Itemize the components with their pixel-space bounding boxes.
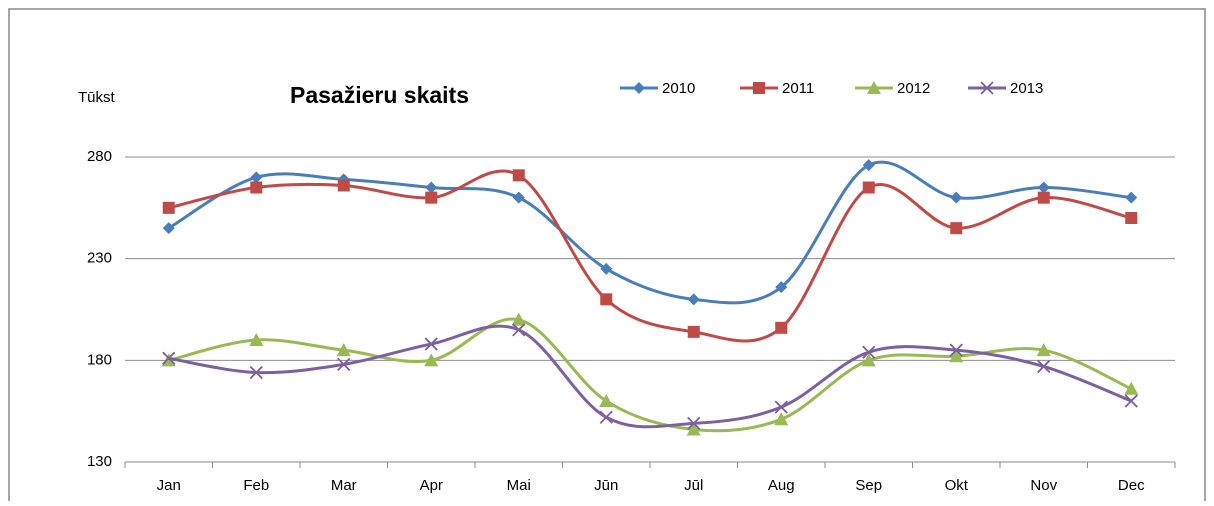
marker [753, 82, 765, 94]
marker [1037, 359, 1051, 374]
y-tick-label: 280 [87, 148, 112, 165]
marker [687, 293, 700, 306]
marker [162, 201, 175, 214]
marker [862, 181, 875, 194]
y-axis-label: Tūkst [78, 89, 116, 106]
marker [337, 179, 350, 192]
marker [249, 365, 263, 380]
x-tick-label: Mar [331, 477, 357, 494]
marker [336, 343, 351, 357]
marker [250, 181, 263, 194]
marker [686, 422, 701, 436]
y-tick-label: 230 [87, 250, 112, 267]
marker [775, 321, 788, 334]
marker [249, 333, 264, 346]
marker [861, 353, 876, 367]
marker [600, 262, 613, 275]
x-tick-label: Mai [507, 477, 531, 494]
marker [862, 159, 875, 172]
x-tick-label: Jan [157, 477, 181, 494]
marker [250, 171, 263, 184]
marker [425, 191, 438, 204]
marker [1124, 381, 1139, 395]
marker [512, 169, 525, 182]
marker [424, 353, 439, 367]
series-line [168, 324, 1132, 429]
marker [774, 400, 788, 414]
marker [1125, 191, 1138, 204]
marker [950, 222, 963, 235]
x-tick-label: Sep [855, 477, 882, 494]
marker [633, 82, 645, 94]
legend-label: 2011 [782, 80, 814, 97]
legend-label: 2010 [662, 80, 695, 97]
legend-label: 2012 [897, 80, 930, 97]
marker [512, 323, 526, 337]
marker [1124, 394, 1138, 408]
marker [949, 343, 963, 357]
marker [599, 394, 614, 407]
marker [1037, 181, 1050, 194]
chart-title: Pasažieru skaits [290, 82, 469, 108]
x-tick-label: Jūl [684, 477, 703, 494]
x-tick-label: Okt [945, 477, 969, 494]
x-tick-label: Jūn [594, 477, 618, 494]
marker [161, 353, 176, 367]
marker [862, 345, 876, 359]
marker [599, 410, 613, 424]
marker [511, 312, 526, 326]
marker [950, 191, 963, 204]
marker [867, 81, 881, 94]
y-tick-label: 180 [87, 351, 112, 368]
marker [337, 357, 351, 372]
marker [1125, 212, 1138, 224]
x-tick-label: Nov [1030, 477, 1057, 494]
marker [1037, 191, 1050, 204]
series-line [168, 317, 1132, 433]
marker [1036, 343, 1051, 357]
marker [980, 81, 994, 95]
marker [949, 349, 964, 363]
marker [774, 412, 789, 426]
marker [162, 351, 176, 365]
marker [687, 416, 701, 431]
marker [162, 222, 175, 235]
marker [687, 325, 700, 338]
frame [8, 8, 1206, 501]
marker [775, 281, 788, 294]
marker [425, 181, 438, 194]
x-tick-label: Feb [243, 477, 269, 494]
x-tick-label: Apr [420, 477, 443, 494]
x-tick-label: Dec [1118, 477, 1145, 494]
y-tick-label: 130 [87, 453, 112, 470]
marker [512, 191, 525, 204]
marker [600, 293, 613, 306]
legend-label: 2013 [1010, 80, 1043, 97]
marker [424, 337, 438, 351]
x-tick-label: Aug [768, 477, 795, 494]
